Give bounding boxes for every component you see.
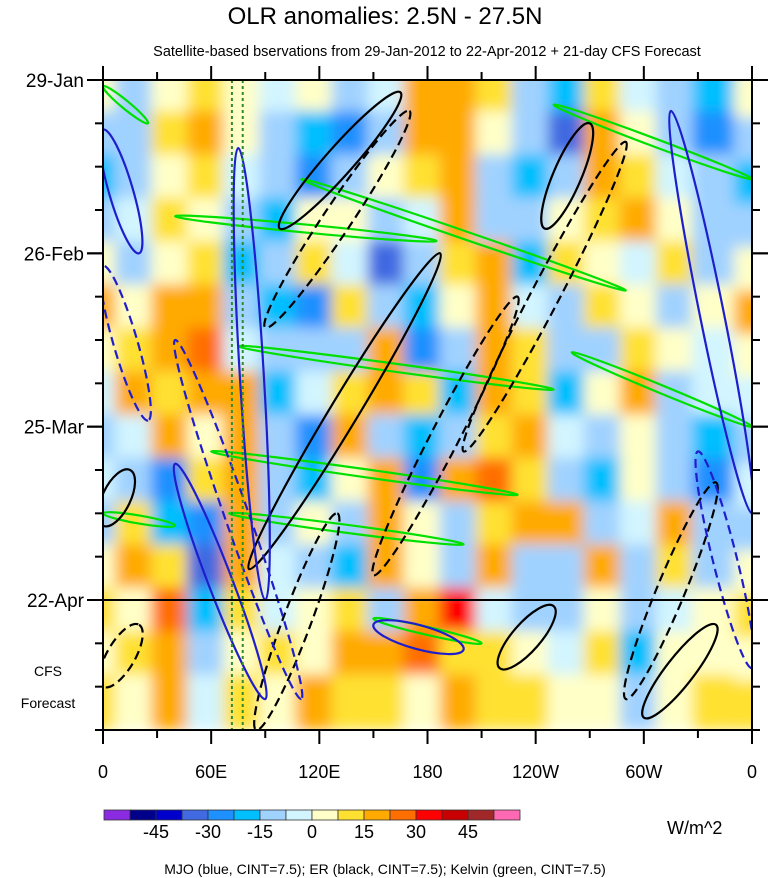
kelvin-contour-positive [210, 449, 519, 497]
colorbar-label: 15 [354, 822, 374, 842]
colorbar-unit: W/m^2 [667, 818, 722, 838]
colorbar-label: -15 [247, 822, 273, 842]
heatmap-cell [733, 117, 752, 167]
y-tick-label: 29-Jan [26, 71, 84, 92]
colorbar-swatch [493, 809, 521, 821]
colorbar-swatch [441, 809, 469, 821]
mjo-contour-positive [372, 619, 465, 656]
er-contour-positive [540, 121, 595, 230]
y-tick-label: 25-Mar [24, 418, 85, 439]
wave-contours [103, 84, 752, 730]
heatmap-cell [691, 674, 740, 730]
colorbar-swatch [103, 809, 131, 821]
reference-lines [230, 80, 244, 730]
legend-note: MJO (blue, CINT=7.5); ER (black, CINT=7.… [164, 861, 606, 877]
colorbar-swatch [415, 809, 443, 821]
heatmap-cell [733, 593, 752, 644]
heatmap-cell [733, 463, 752, 514]
y-tick-label: 26-Feb [24, 244, 84, 265]
chart-title: OLR anomalies: 2.5N - 27.5N [228, 3, 543, 30]
forecast-label-line1: CFS [34, 663, 62, 679]
olr-heatmap [103, 80, 752, 730]
heatmap-cell [733, 507, 752, 557]
colorbar-swatch [363, 809, 391, 821]
y-tick-label: 22-Apr [27, 591, 85, 612]
heatmap-cell [733, 203, 752, 254]
er-contour-negative [253, 512, 341, 730]
heatmap-cell [733, 290, 752, 340]
x-tick-label: 120W [512, 762, 559, 782]
x-tick-label: 120E [298, 762, 340, 782]
colorbar-label: 0 [307, 822, 317, 842]
colorbar-swatch [155, 809, 183, 821]
colorbar-swatch [129, 809, 157, 821]
kelvin-contour-positive [228, 511, 465, 546]
x-tick-label: 180 [412, 762, 442, 782]
colorbar-label: 45 [458, 822, 478, 842]
colorbar-label: 30 [406, 822, 426, 842]
er-contour-negative [622, 481, 719, 701]
colorbar-swatch [259, 809, 287, 821]
kelvin-contour-positive [103, 511, 177, 528]
kelvin-contour-positive [174, 214, 438, 243]
colorbar-swatch [285, 809, 313, 821]
er-contour-negative [263, 109, 412, 329]
er-contour-positive [247, 252, 442, 571]
mjo-contour-negative [173, 338, 304, 701]
colorbar-swatch [181, 809, 209, 821]
colorbar-swatch [207, 809, 235, 821]
er-contour-positive [641, 622, 719, 720]
er-contour-negative [371, 295, 520, 577]
colorbar-swatch [233, 809, 261, 821]
kelvin-contour-positive [300, 177, 627, 292]
x-tick-label: 0 [98, 762, 108, 782]
mjo-contour-positive [103, 128, 144, 255]
axes: 0 60E 120E 180 120W 60W 0 29-Jan 26-Feb 25-Mar 22-… [24, 66, 768, 782]
colorbar-label: -45 [143, 822, 169, 842]
er-contour-positive [496, 603, 557, 671]
forecast-label-line2: Forecast [21, 695, 76, 711]
heatmap-cell [733, 550, 752, 600]
er-contour-negative [461, 140, 628, 453]
heatmap-cell [733, 680, 752, 730]
heatmap-cell [733, 637, 752, 687]
er-contour-negative [103, 622, 144, 689]
colorbar-swatch [389, 809, 417, 821]
colorbar: -45 -30 -15 0 15 30 45 [103, 809, 521, 842]
x-tick-label: 60E [195, 762, 227, 782]
heatmap-cells [103, 80, 752, 730]
x-tick-label: 0 [747, 762, 757, 782]
heatmap-cell [733, 420, 752, 470]
mjo-contour-positive [172, 462, 268, 701]
heatmap-cell [733, 333, 752, 384]
colorbar-swatch [337, 809, 365, 821]
heatmap-cell [733, 247, 752, 297]
chart-subtitle: Satellite-based bservations from 29-Jan-… [153, 44, 701, 60]
colorbar-swatch [311, 809, 339, 821]
er-contour-positive [277, 90, 403, 231]
heatmap-cell [733, 80, 752, 124]
kelvin-contour-positive [552, 103, 752, 181]
x-tick-label: 60W [625, 762, 662, 782]
mjo-contour-negative [103, 264, 152, 422]
colorbar-label: -30 [195, 822, 221, 842]
colorbar-swatch [467, 809, 495, 821]
